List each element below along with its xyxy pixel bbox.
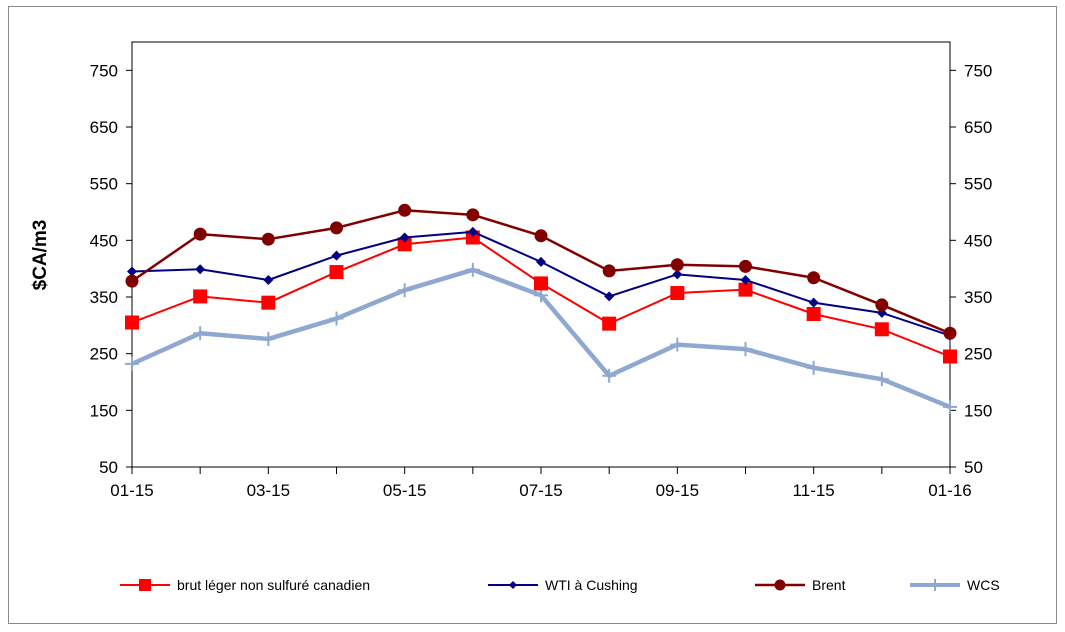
data-point [670,337,685,352]
data-point [399,232,410,243]
data-point [670,286,685,301]
data-point [875,298,889,312]
data-point [331,250,342,261]
y-tick-label-left: 750 [90,61,118,80]
data-point [807,271,821,285]
legend-label: brut léger non sulfuré canadien [177,577,370,593]
data-point [195,264,206,275]
legend-item: WTI à Cushing [488,577,638,593]
legend-item: Brent [755,577,846,593]
data-point [943,326,957,340]
data-point [534,276,548,291]
data-point [466,208,480,222]
data-point [397,237,412,252]
y-tick-label-right: 150 [964,401,992,420]
legend-item: brut léger non sulfuré canadien [120,577,370,593]
data-point [398,203,412,217]
data-point [808,297,819,308]
data-point [740,275,751,285]
series-layer [125,203,957,414]
y-tick-label-right: 50 [964,458,983,477]
y-tick-label-right: 250 [964,345,992,364]
y-tick-label-left: 50 [99,458,118,477]
y-tick-label-right: 550 [964,175,992,194]
y-tick-label-left: 150 [90,401,118,420]
data-point [125,274,139,288]
data-point [329,311,344,326]
legend-label: WTI à Cushing [545,577,638,593]
data-point [602,368,617,383]
x-tick-label: 11-15 [793,481,835,500]
data-point [465,262,480,277]
series-line [131,209,951,335]
x-tick-label: 01-15 [110,481,153,500]
data-point [604,291,615,302]
data-point [738,342,753,357]
plot-area-border [131,41,951,468]
y-tick-label-right: 750 [964,61,992,80]
data-point [261,295,276,310]
data-point [329,265,344,280]
data-point [125,315,139,330]
data-point [602,264,616,278]
data-point [670,258,684,272]
data-point [806,307,821,321]
y-tick-label-right: 650 [964,118,992,137]
data-point [330,221,343,235]
legend-label: WCS [967,577,1000,593]
data-point [193,289,208,304]
x-tick-label: 09-15 [656,481,699,500]
y-tick-label-right: 450 [964,231,992,250]
legend: brut léger non sulfuré canadien WTI à Cus… [120,577,1000,593]
y-tick-label-left: 350 [90,288,118,307]
y-axis-label: $CA/m3 [30,220,51,291]
data-point [602,316,617,331]
y-tick-label-left: 250 [90,345,118,364]
data-point [738,282,753,297]
y-tick-label-left: 450 [90,231,118,250]
data-point [261,232,275,246]
series-plus [125,262,957,414]
x-tick-label: 01-16 [928,481,971,500]
legend-swatch-marker [509,581,517,589]
data-point [467,226,478,237]
data-point [263,275,274,285]
x-tick-label: 07-15 [519,481,562,500]
data-point [806,360,821,375]
data-point [536,256,546,267]
data-point [261,331,276,346]
data-point [127,266,137,277]
data-point [943,349,957,364]
data-point [739,259,752,273]
y-tick-label-left: 550 [90,175,118,194]
data-point [534,288,548,303]
data-point [193,227,207,241]
data-point [125,356,139,371]
series-circle [125,203,957,340]
data-point [534,229,548,243]
x-tick-label: 05-15 [383,481,426,500]
data-point [397,283,412,298]
legend-swatch-marker [929,579,941,591]
data-point [874,322,889,337]
legend-item: WCS [910,577,1000,593]
data-point [193,326,208,341]
y-tick-label-right: 350 [964,288,992,307]
series-square [125,230,957,364]
axes: 50 50 150 150 250 250 350 350 450 450 550 550 650 650… [90,41,992,500]
legend-label: Brent [812,577,846,593]
y-tick-label-left: 650 [90,118,118,137]
x-tick-label: 03-15 [247,481,290,500]
data-point [874,372,889,387]
data-point [672,269,683,280]
legend-swatch-marker [774,579,786,591]
legend-swatch-marker [139,579,151,591]
data-point [943,399,957,414]
